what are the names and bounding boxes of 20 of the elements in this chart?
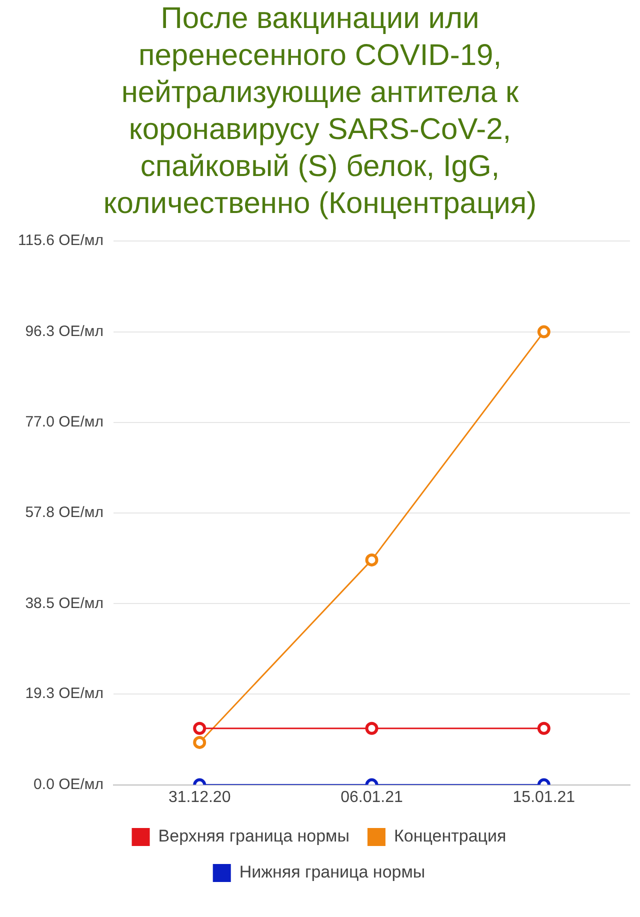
y-tick-label: 38.5 ОЕ/мл <box>25 594 104 612</box>
legend-label: Нижняя граница нормы <box>239 862 426 882</box>
point <box>193 722 206 735</box>
point <box>537 722 550 735</box>
y-tick-label: 57.8 ОЕ/мл <box>25 504 104 522</box>
legend-label: Концентрация <box>394 826 506 846</box>
point <box>193 736 206 749</box>
x-tick-label: 15.01.21 <box>512 788 576 806</box>
legend-label: Верхняя граница нормы <box>158 826 350 846</box>
point <box>537 325 550 338</box>
y-tick-label: 96.3 ОЕ/мл <box>25 322 104 340</box>
x-tick-label: 31.12.20 <box>168 788 231 806</box>
y-tick-label: 77.0 ОЕ/мл <box>25 414 104 431</box>
y-tick-label: 19.3 ОЕ/мл <box>25 685 104 702</box>
chart-title: После вакцинации или перенесенного COVID-19, нейтрализующие антитела к коронавирусу SARS-CoV-2, спайковый (S) белок, IgG, количественно (Концентрация) <box>102 1 538 222</box>
point <box>365 722 378 735</box>
x-tick-label: 06.01.21 <box>340 788 403 806</box>
point <box>365 553 378 566</box>
y-tick-label: 115.6 ОЕ/мл <box>18 232 104 250</box>
y-tick-label: 0.0 ОЕ/мл <box>34 776 104 793</box>
